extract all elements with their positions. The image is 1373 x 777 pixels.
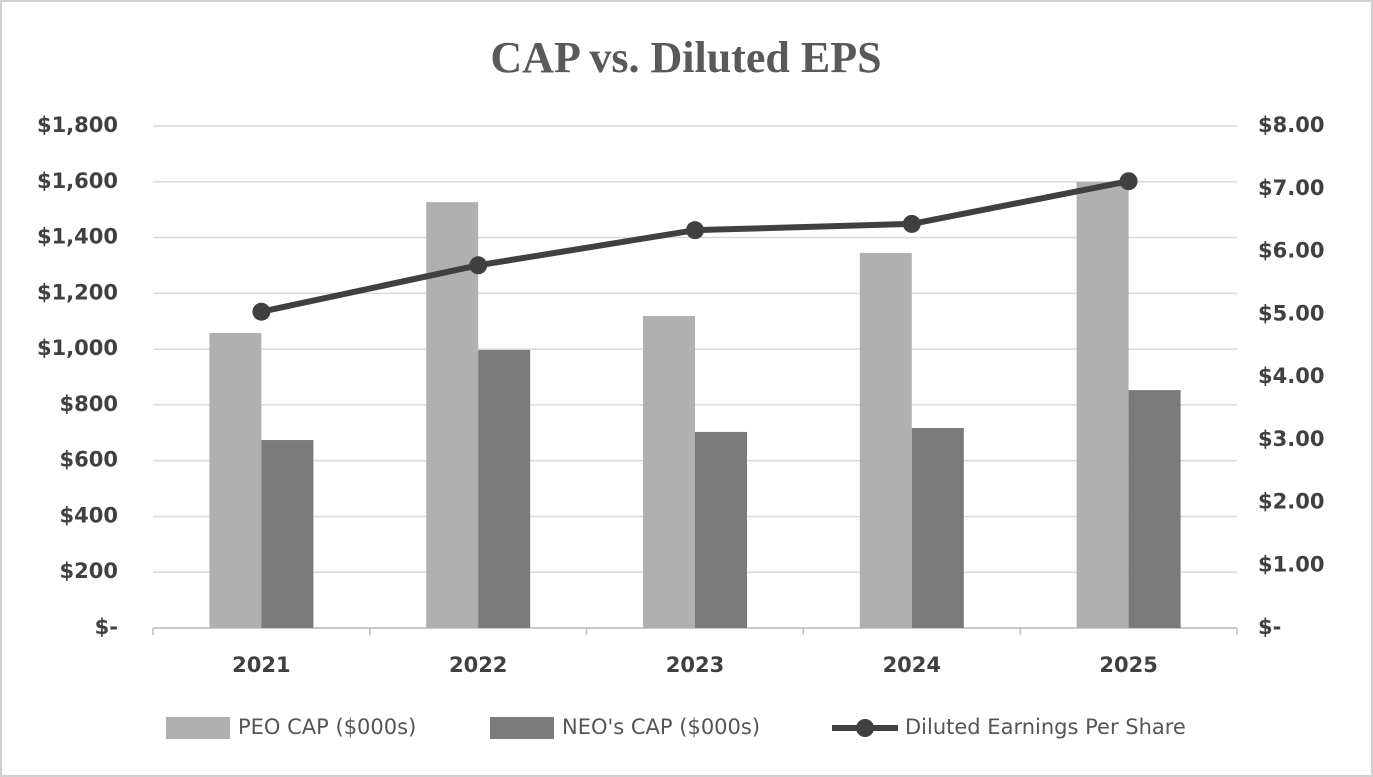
y2-tick-label: $4.00 bbox=[1258, 364, 1324, 388]
bar bbox=[1076, 182, 1129, 628]
y-tick-label: $1,400 bbox=[37, 225, 118, 249]
line-marker bbox=[1119, 172, 1138, 191]
legend-label: PEO CAP ($000s) bbox=[238, 715, 416, 739]
bar bbox=[911, 428, 964, 628]
y2-tick-label: $- bbox=[1258, 615, 1281, 639]
bar bbox=[859, 252, 912, 628]
y-tick-label: $1,800 bbox=[37, 113, 118, 137]
bar bbox=[261, 440, 314, 628]
x-tick-label: 2023 bbox=[666, 653, 724, 677]
y2-tick-label: $5.00 bbox=[1258, 301, 1324, 325]
x-tick-label: 2022 bbox=[449, 653, 507, 677]
y2-tick-label: $1.00 bbox=[1258, 552, 1324, 576]
y-tick-label: $400 bbox=[60, 503, 118, 527]
y-tick-label: $1,200 bbox=[37, 280, 118, 304]
x-tick-label: 2025 bbox=[1099, 653, 1157, 677]
legend-label: Diluted Earnings Per Share bbox=[905, 715, 1186, 739]
bar bbox=[1128, 390, 1181, 628]
y-tick-label: $200 bbox=[60, 559, 118, 583]
y2-tick-label: $2.00 bbox=[1258, 490, 1324, 514]
legend-marker bbox=[856, 719, 874, 737]
bar bbox=[643, 315, 695, 628]
y-tick-label: $800 bbox=[60, 392, 118, 416]
y2-tick-label: $6.00 bbox=[1258, 239, 1324, 263]
legend-swatch bbox=[490, 717, 554, 739]
y2-tick-label: $3.00 bbox=[1258, 427, 1324, 451]
y2-tick-label: $8.00 bbox=[1258, 113, 1324, 137]
y-tick-label: $1,600 bbox=[37, 169, 118, 193]
y-tick-label: $1,000 bbox=[37, 336, 118, 360]
y-tick-label: $- bbox=[95, 615, 118, 639]
line-marker bbox=[686, 221, 704, 240]
bar bbox=[209, 332, 262, 628]
chart-title: CAP vs. Diluted EPS bbox=[490, 33, 881, 82]
legend-swatch bbox=[166, 717, 230, 739]
line-marker bbox=[902, 214, 921, 233]
x-tick-label: 2021 bbox=[232, 653, 290, 677]
legend-label: NEO's CAP ($000s) bbox=[562, 715, 760, 739]
bar bbox=[478, 349, 531, 628]
line-marker bbox=[469, 256, 488, 275]
y-tick-label: $600 bbox=[60, 448, 118, 472]
x-tick-label: 2024 bbox=[883, 653, 941, 677]
line-marker bbox=[252, 302, 271, 321]
bar bbox=[695, 431, 747, 628]
y2-tick-label: $7.00 bbox=[1258, 176, 1324, 200]
